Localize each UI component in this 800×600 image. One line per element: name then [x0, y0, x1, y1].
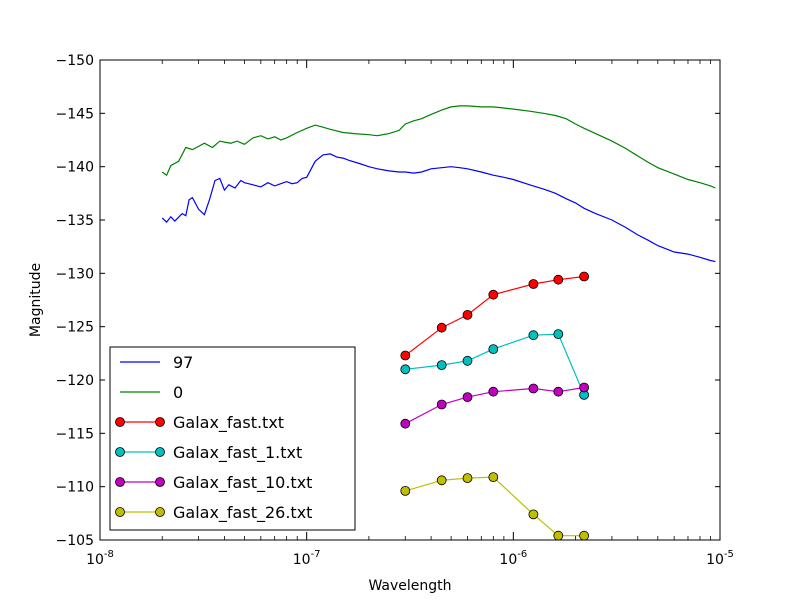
legend-marker	[155, 507, 165, 517]
legend-item: 97	[120, 353, 193, 372]
series-line-0	[161, 153, 716, 263]
y-axis-label: Magnitude	[28, 263, 44, 337]
legend-marker	[115, 417, 125, 427]
y-tick-label: −110	[56, 480, 94, 496]
y-tick-label: −120	[56, 373, 94, 389]
data-point	[400, 364, 411, 375]
legend-marker	[155, 417, 165, 427]
legend-item: Galax_fast_26.txt	[115, 503, 312, 523]
legend-marker	[115, 447, 125, 457]
data-point	[400, 350, 411, 361]
y-tick-label: −140	[56, 160, 94, 176]
data-point	[553, 274, 564, 285]
data-point	[400, 418, 411, 429]
data-point	[436, 475, 447, 486]
data-point	[579, 382, 589, 393]
data-point	[528, 279, 539, 289]
legend-item: 0	[120, 383, 183, 402]
y-tick-label: −135	[56, 213, 94, 229]
data-point	[528, 330, 539, 341]
legend-item: Galax_fast_10.txt	[115, 473, 312, 493]
data-point	[528, 383, 539, 394]
series-line-1	[161, 105, 716, 189]
legend-label: Galax_fast_10.txt	[173, 473, 312, 493]
data-point	[579, 530, 589, 541]
series-1	[161, 105, 716, 189]
legend-marker	[155, 447, 165, 457]
data-point	[553, 329, 564, 340]
legend-label: 97	[173, 353, 193, 372]
y-tick-label: −115	[56, 426, 94, 442]
data-point	[436, 322, 447, 333]
plot-frame	[99, 59, 721, 541]
data-point	[579, 271, 589, 282]
legend-label: Galax_fast_26.txt	[173, 503, 312, 523]
data-point	[462, 355, 473, 366]
legend-marker	[155, 477, 165, 487]
legend-label: Galax_fast.txt	[173, 413, 284, 433]
y-tick-label: −125	[56, 320, 94, 336]
data-point	[553, 386, 564, 397]
legend-label: 0	[173, 383, 183, 402]
data-point	[462, 392, 473, 403]
y-tick-label: −130	[56, 266, 94, 282]
data-point	[488, 344, 499, 355]
y-tick-label: −105	[56, 533, 94, 549]
series-0	[161, 153, 716, 263]
legend-item: Galax_fast_1.txt	[115, 443, 302, 463]
data-point	[488, 386, 499, 397]
data-point	[436, 399, 447, 410]
y-tick-label: −145	[56, 106, 94, 122]
x-axis-label: Wavelength	[368, 578, 451, 594]
legend-label: Galax_fast_1.txt	[173, 443, 302, 463]
data-point	[553, 530, 564, 541]
data-point	[462, 309, 473, 320]
data-point	[400, 485, 411, 496]
series-4	[400, 382, 589, 429]
legend: 97 0 Galax_fast.txt Galax_fast_1.txt Galax_f…	[109, 346, 356, 531]
data-point	[488, 289, 499, 300]
legend-box	[109, 346, 356, 531]
series-5	[400, 472, 589, 541]
data-point	[488, 472, 499, 483]
data-point	[528, 509, 539, 520]
y-tick-label: −150	[56, 53, 94, 69]
legend-item: Galax_fast.txt	[115, 413, 284, 433]
data-point	[462, 473, 473, 484]
legend-marker	[115, 507, 125, 517]
series-3	[400, 329, 589, 400]
data-point	[436, 360, 447, 371]
legend-marker	[115, 477, 125, 487]
series-2	[400, 271, 589, 361]
series-layer	[161, 105, 716, 541]
